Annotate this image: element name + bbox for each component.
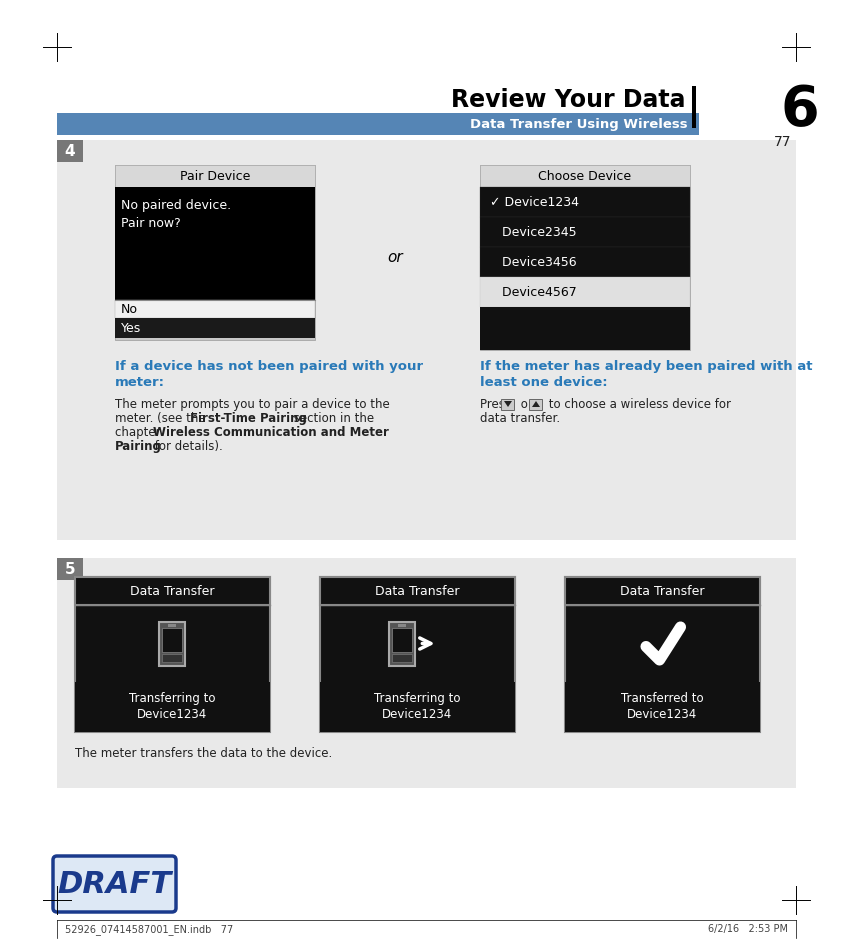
- Text: chapter: chapter: [115, 426, 164, 439]
- Text: Device3456: Device3456: [489, 256, 576, 269]
- Text: 5: 5: [65, 562, 75, 577]
- Bar: [115, 187, 314, 300]
- Text: The meter transfers the data to the device.: The meter transfers the data to the devi…: [75, 747, 332, 760]
- Text: Device1234: Device1234: [626, 708, 697, 721]
- Bar: [480, 217, 689, 247]
- Bar: [564, 682, 759, 732]
- Bar: [564, 577, 759, 605]
- Bar: [159, 621, 185, 666]
- Text: Wireless Communication and Meter: Wireless Communication and Meter: [153, 426, 389, 439]
- Bar: [320, 577, 515, 605]
- Text: meter. (see the: meter. (see the: [115, 412, 209, 425]
- Bar: [163, 653, 182, 662]
- Text: Pair Device: Pair Device: [180, 170, 250, 183]
- Text: to choose a wireless device for: to choose a wireless device for: [544, 398, 730, 411]
- Text: Device2345: Device2345: [489, 225, 576, 239]
- Text: ✓ Device1234: ✓ Device1234: [489, 195, 579, 208]
- Text: Yes: Yes: [121, 321, 141, 334]
- Text: Transferring to: Transferring to: [374, 692, 460, 705]
- Bar: [480, 307, 689, 350]
- Bar: [115, 318, 314, 338]
- Bar: [480, 165, 689, 350]
- Text: Review Your Data: Review Your Data: [451, 88, 685, 112]
- Bar: [115, 165, 314, 187]
- Bar: [57, 558, 83, 580]
- Bar: [320, 682, 515, 732]
- Text: Transferring to: Transferring to: [130, 692, 216, 705]
- Text: Data Transfer: Data Transfer: [619, 584, 704, 598]
- Text: 77: 77: [773, 135, 790, 149]
- Bar: [75, 682, 270, 732]
- Bar: [389, 621, 415, 666]
- Text: or: or: [516, 398, 536, 411]
- Bar: [320, 577, 515, 732]
- Bar: [169, 623, 176, 627]
- Bar: [529, 399, 542, 409]
- Text: If a device has not been paired with your: If a device has not been paired with you…: [115, 360, 423, 373]
- Bar: [57, 140, 83, 162]
- Text: Data Transfer: Data Transfer: [130, 584, 215, 598]
- Text: Transferred to: Transferred to: [620, 692, 703, 705]
- Text: No paired device.: No paired device.: [121, 199, 231, 212]
- Bar: [480, 277, 689, 307]
- Text: Choose Device: Choose Device: [538, 170, 630, 183]
- Text: 4: 4: [65, 144, 75, 158]
- Text: Press: Press: [480, 398, 514, 411]
- Text: data transfer.: data transfer.: [480, 412, 560, 425]
- Text: 6: 6: [780, 83, 819, 137]
- Bar: [163, 628, 182, 652]
- Text: DRAFT: DRAFT: [57, 869, 171, 899]
- Text: Data Transfer Using Wireless: Data Transfer Using Wireless: [469, 117, 688, 131]
- Polygon shape: [504, 401, 511, 407]
- Text: No: No: [121, 302, 138, 315]
- Text: The meter prompts you to pair a device to the: The meter prompts you to pair a device t…: [115, 398, 389, 411]
- Text: Data Transfer: Data Transfer: [375, 584, 459, 598]
- Text: or: or: [387, 250, 402, 265]
- Polygon shape: [532, 401, 539, 407]
- Text: least one device:: least one device:: [480, 376, 607, 389]
- Text: Device4567: Device4567: [489, 285, 576, 298]
- Text: section in the: section in the: [290, 412, 374, 425]
- Text: 6/2/16   2:53 PM: 6/2/16 2:53 PM: [707, 924, 787, 934]
- Bar: [691, 86, 695, 128]
- Bar: [57, 113, 698, 135]
- Bar: [398, 623, 406, 627]
- Text: First-Time Pairing: First-Time Pairing: [190, 412, 307, 425]
- Bar: [480, 165, 689, 187]
- Text: meter:: meter:: [115, 376, 164, 389]
- Text: 52926_07414587001_EN.indb   77: 52926_07414587001_EN.indb 77: [65, 924, 233, 935]
- Text: Pair now?: Pair now?: [121, 217, 181, 230]
- Bar: [57, 558, 795, 788]
- Bar: [392, 628, 412, 652]
- Bar: [115, 300, 314, 318]
- Text: Pairing: Pairing: [115, 440, 162, 453]
- Bar: [501, 399, 514, 409]
- Text: If the meter has already been paired with at: If the meter has already been paired wit…: [480, 360, 812, 373]
- Bar: [75, 577, 270, 732]
- Text: Device1234: Device1234: [382, 708, 452, 721]
- Bar: [480, 187, 689, 217]
- FancyBboxPatch shape: [53, 856, 176, 912]
- Text: Device1234: Device1234: [137, 708, 207, 721]
- Bar: [392, 653, 412, 662]
- Bar: [564, 577, 759, 732]
- Bar: [115, 165, 314, 340]
- Bar: [75, 577, 270, 605]
- Bar: [57, 140, 795, 540]
- Text: for details).: for details).: [151, 440, 222, 453]
- Bar: [480, 247, 689, 277]
